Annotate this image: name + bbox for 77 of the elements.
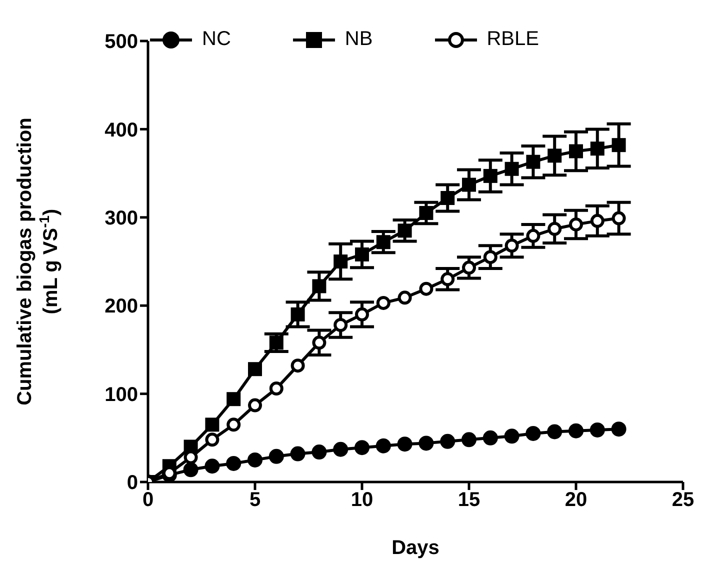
- point: [440, 190, 455, 205]
- point: [548, 148, 562, 163]
- point: [290, 307, 305, 322]
- x-tick-label: 20: [564, 489, 588, 512]
- point: [526, 426, 541, 441]
- point: [440, 434, 456, 449]
- legend-label: NC: [202, 28, 231, 51]
- y-tick-label: 0: [126, 472, 138, 494]
- point: [419, 282, 434, 296]
- point: [568, 423, 584, 438]
- x-tick-label: 15: [458, 489, 480, 512]
- point: [334, 254, 348, 268]
- point: [398, 224, 412, 238]
- point: [376, 235, 390, 250]
- y-tick-label: 200: [104, 296, 138, 318]
- point: [226, 392, 241, 406]
- point: [204, 458, 220, 474]
- point: [611, 422, 626, 437]
- point: [269, 336, 284, 350]
- point: [418, 436, 434, 451]
- point: [612, 138, 626, 152]
- point: [504, 238, 519, 253]
- point: [226, 456, 242, 471]
- point: [504, 428, 520, 444]
- point: [504, 162, 519, 176]
- x-axis-title: Days: [392, 537, 440, 559]
- x-tick-label: 25: [672, 489, 694, 512]
- point: [440, 272, 455, 286]
- x-tick-label: 0: [142, 489, 154, 512]
- point: [547, 424, 562, 440]
- y-tick-label: 400: [104, 119, 138, 142]
- x-tick-label: 5: [249, 489, 261, 512]
- legend-label: RBLE: [486, 28, 539, 51]
- point: [183, 462, 198, 478]
- y-tick-label: 500: [104, 31, 138, 54]
- point: [376, 438, 391, 454]
- point: [205, 418, 220, 432]
- point: [355, 307, 369, 322]
- point: [334, 318, 348, 332]
- point: [590, 422, 605, 438]
- point: [290, 446, 306, 462]
- point: [483, 250, 498, 264]
- point: [612, 211, 626, 226]
- legend-label: NB: [344, 28, 373, 51]
- point: [590, 214, 604, 228]
- point: [312, 279, 326, 294]
- point: [376, 296, 390, 310]
- point: [248, 362, 262, 376]
- point: [248, 398, 262, 412]
- point: [526, 154, 540, 169]
- point: [462, 260, 476, 275]
- point: [398, 290, 412, 305]
- point: [248, 452, 262, 468]
- point: [205, 432, 220, 447]
- point: [590, 142, 604, 156]
- point: [462, 432, 476, 448]
- point: [269, 382, 284, 396]
- point: [569, 144, 583, 158]
- point: [482, 430, 498, 446]
- point: [419, 206, 434, 220]
- point: [548, 222, 562, 236]
- point: [355, 247, 369, 262]
- point: [333, 442, 348, 457]
- point: [354, 440, 370, 456]
- y-tick-label: 100: [104, 384, 138, 406]
- y-tick-label: 300: [104, 208, 138, 230]
- x-tick-label: 10: [350, 489, 374, 512]
- point: [462, 178, 476, 192]
- point: [312, 336, 326, 350]
- point: [526, 228, 540, 243]
- point: [226, 418, 241, 432]
- point: [312, 444, 327, 460]
- point: [483, 168, 498, 183]
- point: [397, 436, 412, 452]
- point: [268, 448, 284, 464]
- point: [569, 217, 583, 232]
- point: [290, 358, 305, 373]
